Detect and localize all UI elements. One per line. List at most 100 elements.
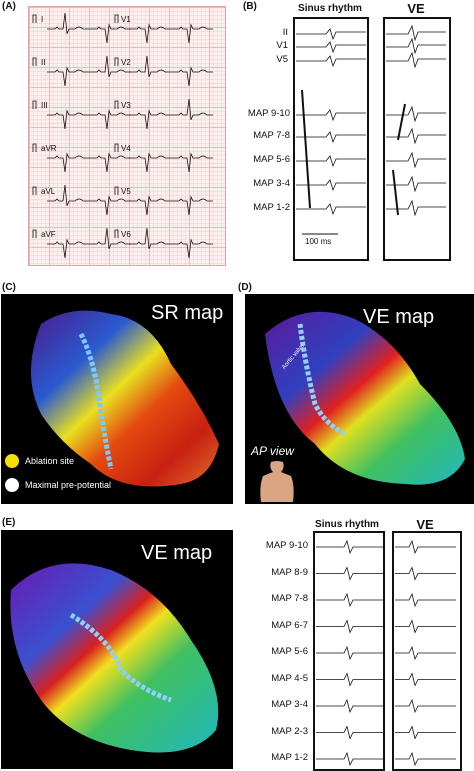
egm-sinus-3 — [296, 109, 366, 122]
egm-e-ve-7 — [395, 725, 456, 740]
activation-arrow-ve-up — [397, 103, 406, 141]
panel-b-ve-header: VE — [407, 1, 425, 16]
panel-b-sinus-header: Sinus rhythm — [298, 3, 362, 14]
ecg-traces — [32, 12, 213, 259]
egm-e-sinus-5 — [316, 672, 383, 687]
egm-sinus-5 — [296, 155, 366, 168]
lead-label-v6: V6 — [121, 230, 131, 239]
egm-e-sinus-2 — [316, 592, 383, 608]
egm-sinus-0 — [296, 28, 366, 41]
panel-e-ve-header: VE — [416, 517, 434, 532]
panel-b-map-row: MAP 3-4 — [253, 178, 290, 189]
panel-d-title: VE map — [363, 306, 435, 328]
lead-label-avl: aVL — [41, 187, 56, 196]
lead-label-iii: III — [41, 101, 48, 110]
egm-e-ve-3 — [395, 619, 456, 634]
torso-icon — [260, 461, 294, 502]
egm-ve-0 — [386, 24, 446, 42]
panel-e-title: VE map — [141, 542, 213, 564]
panel-e-map-row: MAP 7-8 — [271, 593, 308, 604]
ve-map-image: VE map Aortic valve AP view — [245, 294, 474, 504]
ecg-12-lead-grid: I II III aVR aVL aVF V1 V2 V3 V4 V5 V6 — [28, 6, 226, 266]
ve-map-heart-shape — [265, 311, 465, 485]
ecg-trace-row-0-col-1 — [114, 14, 213, 44]
panel-b-lead-ii: II — [282, 27, 288, 38]
panel-e-map-row: MAP 1-2 — [271, 752, 308, 763]
egm-ve-7 — [386, 199, 446, 217]
panel-b-electrograms — [296, 24, 446, 235]
panel-b-lead-v1: V1 — [276, 40, 288, 51]
ap-view-label: AP view — [251, 444, 294, 458]
panel-b-lead-v5: V5 — [276, 54, 288, 65]
lead-label-i: I — [41, 15, 44, 24]
egm-e-ve-6 — [395, 698, 456, 714]
egm-e-ve-5 — [395, 672, 456, 687]
lead-label-ii: II — [41, 58, 46, 67]
panel-e-map-row: MAP 6-7 — [271, 619, 308, 631]
egm-sinus-1 — [296, 41, 366, 54]
panel-e-sinus-header: Sinus rhythm — [315, 519, 379, 530]
egm-e-ve-1 — [395, 566, 456, 581]
ecg-trace-row-2-col-0 — [32, 100, 131, 130]
egm-ve-4 — [386, 127, 446, 145]
panel-e-ve-box — [392, 531, 462, 771]
egm-sinus-7 — [296, 203, 366, 216]
egm-e-sinus-0 — [316, 539, 383, 555]
egm-e-sinus-3 — [316, 619, 383, 634]
lead-label-v5: V5 — [121, 187, 131, 196]
panel-c-label: (C) — [2, 282, 16, 293]
egm-e-sinus-6 — [316, 698, 383, 714]
egm-ve-6 — [386, 175, 446, 193]
lead-label-avf: aVF — [41, 230, 56, 239]
panel-e-sinus-box — [313, 531, 385, 771]
ecg-trace-row-5-col-0 — [32, 227, 131, 259]
egm-ve-5 — [386, 151, 446, 169]
scale-bar-label: 100 ms — [305, 237, 332, 246]
ecg-trace-row-3-col-1 — [114, 143, 213, 173]
egm-e-ve-0 — [395, 539, 456, 555]
panel-c-title: SR map — [151, 302, 224, 324]
panel-b-label: (B) — [243, 1, 257, 12]
egm-ve-3 — [386, 105, 446, 123]
egm-e-ve-2 — [395, 592, 456, 608]
panel-b-map-row: MAP 9-10 — [247, 108, 290, 119]
lead-label-v1: V1 — [121, 15, 131, 24]
panel-b-map-row: MAP 5-6 — [253, 154, 290, 165]
panel-b-ve-box — [383, 17, 451, 261]
panel-e-label: (E) — [2, 517, 16, 528]
panel-b-map-row: MAP 7-8 — [253, 130, 290, 141]
egm-sinus-4 — [296, 131, 366, 144]
egm-e-sinus-8 — [316, 751, 383, 767]
egm-e-sinus-7 — [316, 725, 383, 740]
ecg-trace-row-4-col-1 — [114, 186, 213, 216]
lead-label-v2: V2 — [121, 58, 131, 67]
lead-label-v3: V3 — [121, 101, 131, 110]
panel-e-map-row: MAP 9-10 — [265, 540, 308, 551]
legend-ablation-label: Ablation site — [25, 456, 75, 466]
ecg-trace-row-1-col-0 — [32, 55, 131, 87]
ve-map-e-image: VE map — [1, 530, 233, 769]
egm-ve-1 — [386, 37, 446, 55]
ecg-trace-row-3-col-0 — [32, 143, 131, 173]
panel-e-map-row: MAP 5-6 — [271, 646, 308, 657]
legend-prepotential-dot — [5, 478, 19, 492]
panel-d-label: (D) — [238, 282, 252, 293]
lead-label-avr: aVR — [41, 144, 57, 153]
egm-e-sinus-1 — [316, 566, 383, 581]
panel-e-map-row: MAP 4-5 — [271, 672, 308, 684]
panel-e-map-row: MAP 2-3 — [271, 725, 308, 737]
sr-map-image: SR map Ablation site Maximal pre-potenti… — [1, 294, 233, 504]
legend-ablation-dot — [5, 454, 19, 468]
lead-label-v4: V4 — [121, 144, 131, 153]
ecg-trace-row-2-col-1 — [114, 98, 213, 130]
ecg-trace-row-0-col-0 — [32, 12, 131, 44]
egm-sinus-6 — [296, 179, 366, 192]
panel-e-map-row: MAP 8-9 — [271, 566, 308, 578]
egm-e-sinus-4 — [316, 645, 383, 661]
ecg-trace-row-5-col-1 — [114, 227, 213, 259]
ve-map-e-heart-shape — [10, 563, 219, 753]
ecg-trace-row-1-col-1 — [114, 55, 213, 87]
activation-arrow-ve-down — [392, 169, 399, 216]
panel-e-map-row: MAP 3-4 — [271, 699, 308, 710]
